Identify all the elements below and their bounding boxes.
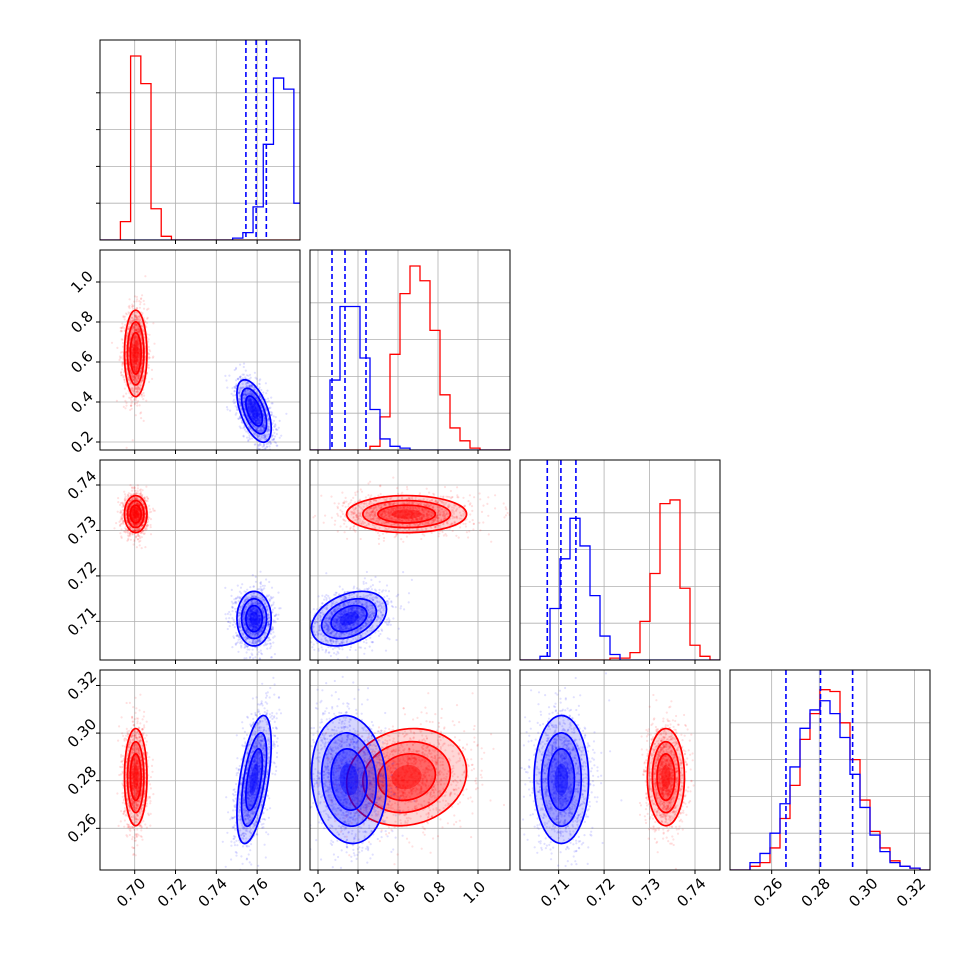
x-tick-label: 0.26 (750, 874, 786, 910)
y-tick-label: 0.71 (64, 603, 100, 639)
x-tick-label: 0.32 (893, 874, 929, 910)
panel-3-1 (279, 666, 510, 884)
contour-level (133, 765, 139, 789)
y-tick-label: 0.28 (64, 763, 100, 799)
y-tick-label: 0.74 (64, 467, 100, 503)
contour-level (133, 509, 139, 518)
contour-level (661, 765, 670, 789)
x-tick-label: 0.8 (420, 878, 450, 908)
x-tick-label: 0.70 (113, 874, 149, 910)
panel-3-3 (730, 670, 930, 874)
contour-level (250, 612, 259, 626)
x-tick-label: 1.0 (460, 878, 490, 908)
x-tick-label: 0.73 (628, 874, 664, 910)
panel-1-1 (310, 250, 510, 454)
histogram-blue (730, 701, 930, 870)
x-tick-label: 0.74 (673, 874, 709, 910)
x-tick-label: 0.72 (154, 874, 190, 910)
y-tick-label: 0.8 (67, 307, 97, 337)
panel-3-0 (96, 668, 300, 904)
panel-2-0 (96, 460, 300, 670)
y-tick-label: 0.30 (64, 715, 100, 751)
x-tick-label: 0.6 (380, 878, 410, 908)
y-tick-label: 0.73 (64, 512, 100, 548)
histogram-red (100, 56, 314, 240)
x-tick-label: 0.72 (582, 874, 618, 910)
y-tick-label: 1.0 (67, 267, 97, 297)
contour-level (392, 509, 422, 518)
contour-level (555, 764, 569, 796)
x-tick-label: 0.4 (340, 878, 370, 908)
y-tick-label: 0.26 (64, 810, 100, 846)
y-tick-label: 0.6 (67, 347, 97, 377)
panel-3-2 (517, 670, 720, 885)
y-tick-label: 0.72 (64, 558, 100, 594)
contour-level (133, 343, 139, 365)
y-tick-label: 0.2 (67, 427, 97, 457)
y-tick-label: 0.4 (67, 387, 97, 417)
x-tick-label: 0.76 (235, 874, 271, 910)
panel-frame (730, 670, 930, 870)
y-tick-label: 0.32 (64, 667, 100, 703)
histogram-blue (100, 78, 314, 240)
x-tick-label: 0.71 (537, 874, 573, 910)
x-tick-label: 0.30 (845, 874, 881, 910)
x-tick-label: 0.2 (300, 878, 330, 908)
panel-2-1 (285, 460, 511, 668)
histogram-red (730, 690, 930, 870)
histogram-blue (310, 306, 510, 450)
panel-0-0 (96, 40, 314, 244)
x-tick-label: 0.28 (798, 874, 834, 910)
panel-2-2 (520, 460, 720, 664)
x-tick-label: 0.74 (195, 874, 231, 910)
panel-1-0 (96, 250, 300, 470)
